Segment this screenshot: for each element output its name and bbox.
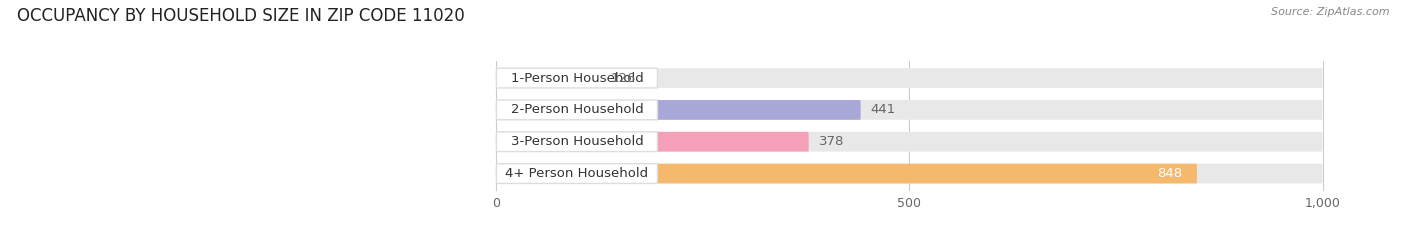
- FancyBboxPatch shape: [496, 100, 1323, 120]
- Text: 441: 441: [870, 103, 896, 116]
- FancyBboxPatch shape: [496, 100, 658, 120]
- Text: 378: 378: [818, 135, 844, 148]
- FancyBboxPatch shape: [496, 164, 1197, 183]
- FancyBboxPatch shape: [496, 132, 808, 152]
- FancyBboxPatch shape: [496, 164, 1323, 183]
- FancyBboxPatch shape: [496, 132, 658, 152]
- FancyBboxPatch shape: [496, 68, 1323, 88]
- Text: 126: 126: [610, 72, 636, 85]
- Text: OCCUPANCY BY HOUSEHOLD SIZE IN ZIP CODE 11020: OCCUPANCY BY HOUSEHOLD SIZE IN ZIP CODE …: [17, 7, 464, 25]
- Text: 3-Person Household: 3-Person Household: [510, 135, 644, 148]
- Text: 2-Person Household: 2-Person Household: [510, 103, 644, 116]
- Text: 1-Person Household: 1-Person Household: [510, 72, 644, 85]
- FancyBboxPatch shape: [496, 100, 860, 120]
- Text: Source: ZipAtlas.com: Source: ZipAtlas.com: [1271, 7, 1389, 17]
- FancyBboxPatch shape: [496, 164, 658, 183]
- FancyBboxPatch shape: [496, 132, 1323, 152]
- Text: 848: 848: [1157, 167, 1182, 180]
- FancyBboxPatch shape: [496, 68, 658, 88]
- FancyBboxPatch shape: [496, 68, 600, 88]
- Text: 4+ Person Household: 4+ Person Household: [505, 167, 648, 180]
